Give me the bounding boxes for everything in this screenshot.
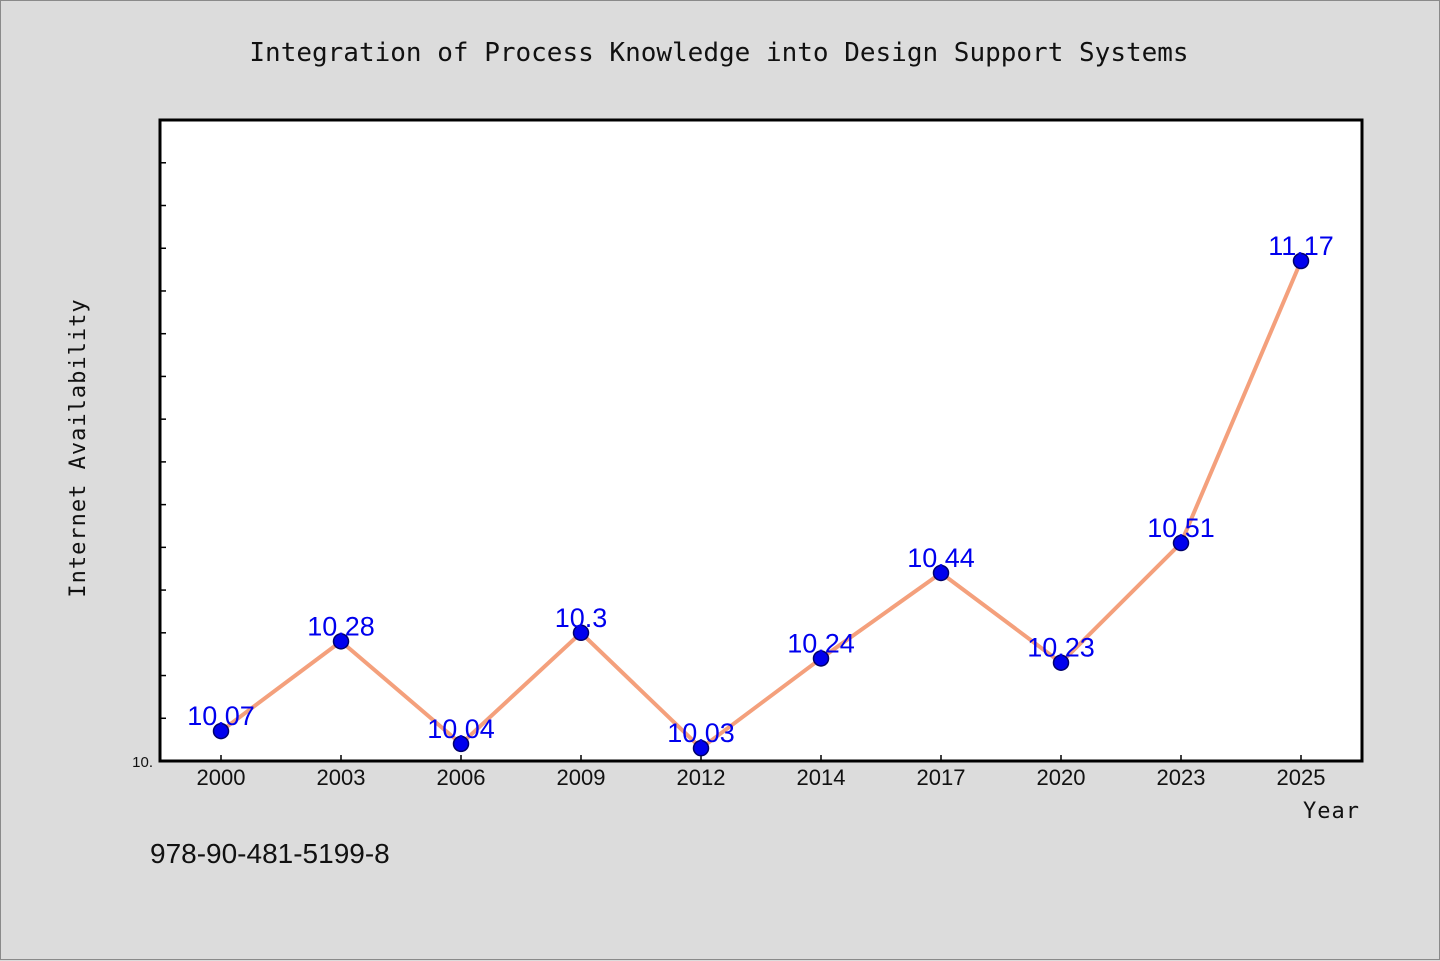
series-line bbox=[219, 259, 1303, 751]
data-point bbox=[1052, 654, 1070, 671]
x-axis-ticks bbox=[220, 755, 1302, 761]
data-point bbox=[452, 735, 470, 753]
data-label: 10.44 bbox=[907, 543, 975, 573]
data-label: 10.24 bbox=[787, 628, 855, 658]
data-point bbox=[212, 722, 230, 740]
series-markers bbox=[212, 252, 1310, 757]
x-axis-tick-labels: 2000 2003 2006 2009 2012 2014 2017 2020 2023 2025 bbox=[197, 765, 1326, 790]
x-tick-label: 2023 bbox=[1157, 765, 1206, 790]
x-tick-label: 2000 bbox=[197, 765, 246, 790]
chart-title: Integration of Process Knowledge into De… bbox=[249, 38, 1188, 68]
x-tick-label: 2009 bbox=[557, 765, 606, 790]
x-tick-label: 2025 bbox=[1277, 765, 1326, 790]
y-axis-ticks bbox=[160, 162, 166, 762]
data-point bbox=[1172, 534, 1190, 552]
data-labels: 10.07 10.28 10.04 10.3 10.03 10.24 10.44 10.23 1… bbox=[187, 231, 1334, 748]
data-point bbox=[572, 624, 590, 642]
x-tick-label: 2020 bbox=[1037, 765, 1086, 790]
y-tick-label: 10. bbox=[132, 754, 153, 771]
data-label: 11.17 bbox=[1268, 231, 1334, 261]
data-point bbox=[332, 633, 350, 650]
data-label: 10.51 bbox=[1147, 513, 1215, 543]
data-point bbox=[932, 564, 950, 582]
x-tick-label: 2012 bbox=[677, 765, 726, 790]
data-point bbox=[692, 739, 710, 757]
data-label: 10.3 bbox=[555, 603, 608, 633]
data-point bbox=[1292, 252, 1310, 270]
isbn-footer-text: 978-90-481-5199-8 bbox=[150, 838, 390, 869]
x-tick-label: 2014 bbox=[797, 765, 846, 790]
data-label: 10.03 bbox=[667, 718, 735, 748]
data-label: 10.07 bbox=[187, 701, 255, 731]
data-label: 10.23 bbox=[1027, 633, 1095, 663]
y-axis-label: Internet Availability bbox=[66, 298, 91, 597]
data-label: 10.04 bbox=[427, 714, 495, 744]
x-tick-label: 2006 bbox=[437, 765, 486, 790]
x-tick-label: 2017 bbox=[917, 765, 966, 790]
data-point bbox=[812, 650, 830, 667]
data-label: 10.28 bbox=[307, 611, 375, 641]
plot-area bbox=[158, 118, 1364, 763]
x-tick-label: 2003 bbox=[317, 765, 366, 790]
x-axis-label: Year bbox=[1303, 799, 1360, 824]
